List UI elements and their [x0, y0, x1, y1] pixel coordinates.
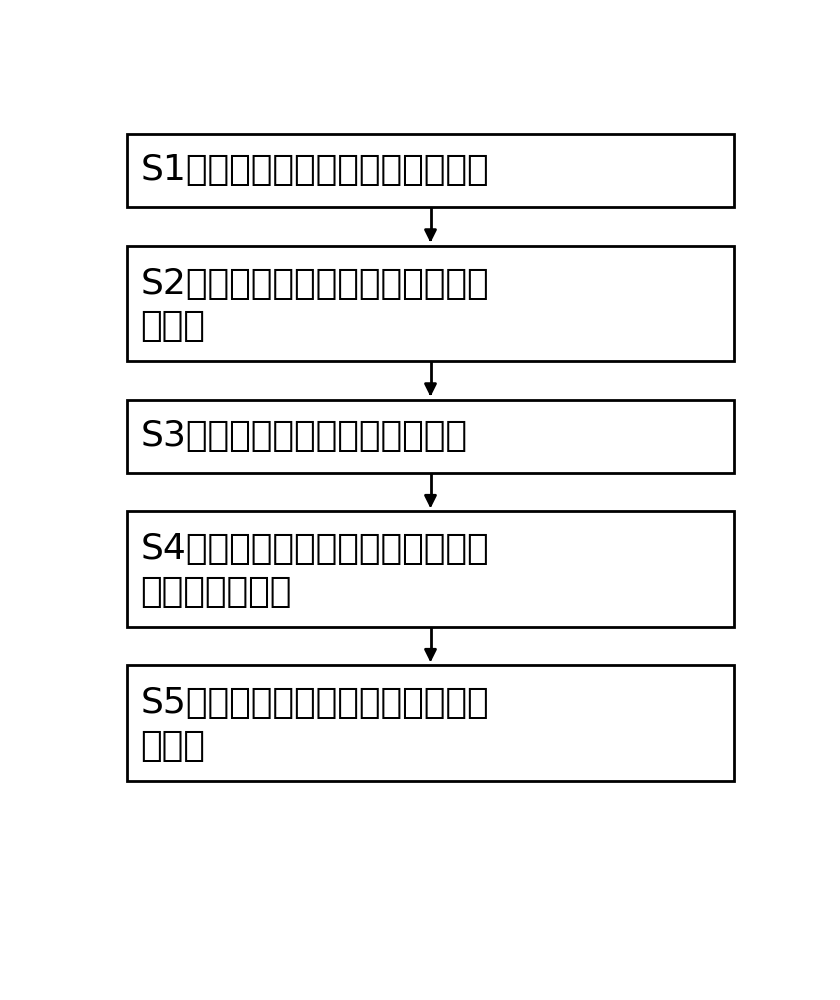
Bar	[127, 665, 734, 781]
Text: S5、用户端进行当前产品的第二防: S5、用户端进行当前产品的第二防	[140, 686, 489, 720]
Text: S1、在产品表面微雕防伪验证图形: S1、在产品表面微雕防伪验证图形	[140, 153, 489, 187]
Text: S4、基于第一判断结果决定是否进: S4、基于第一判断结果决定是否进	[140, 532, 489, 566]
Bar	[127, 134, 734, 207]
Bar	[127, 400, 734, 473]
Text: S2、用户端发送防伪验证请求到防: S2、用户端发送防伪验证请求到防	[140, 267, 489, 301]
Text: 伪终端: 伪终端	[140, 309, 206, 343]
Text: 伪验证: 伪验证	[140, 729, 206, 763]
Text: S3、防伪终端执行第一防伪验证: S3、防伪终端执行第一防伪验证	[140, 419, 468, 453]
Text: 行第二防伪验证: 行第二防伪验证	[140, 575, 292, 609]
Bar	[127, 246, 734, 361]
Bar	[127, 511, 734, 627]
